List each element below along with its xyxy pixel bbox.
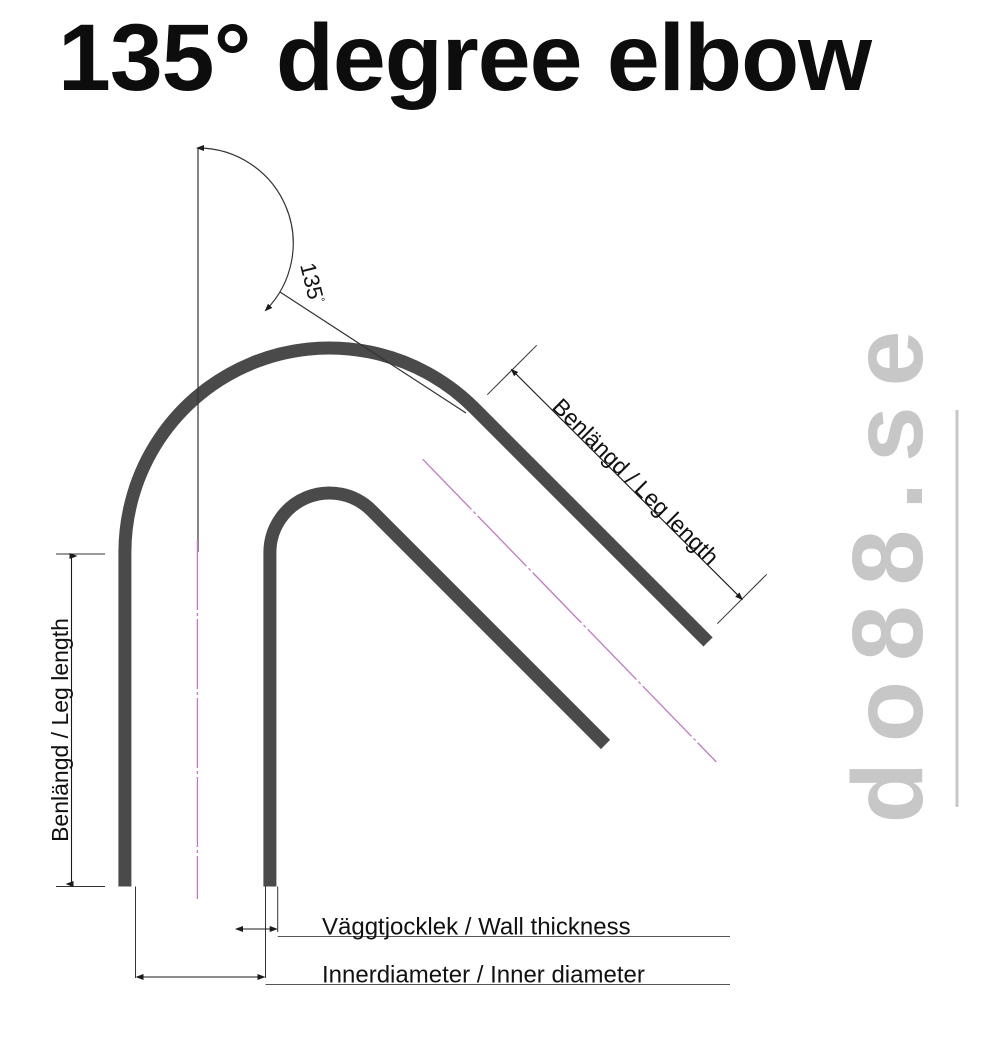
svg-text:135°: 135° (295, 260, 329, 306)
svg-text:Väggtjocklek / Wall thickness: Väggtjocklek / Wall thickness (322, 914, 631, 941)
svg-text:do88.se: do88.se (832, 311, 944, 823)
svg-text:Benlängd / Leg length: Benlängd / Leg length (547, 393, 724, 570)
svg-text:Innerdiameter / Inner diameter: Innerdiameter / Inner diameter (322, 962, 645, 989)
svg-text:Benlängd / Leg length: Benlängd / Leg length (47, 618, 73, 842)
